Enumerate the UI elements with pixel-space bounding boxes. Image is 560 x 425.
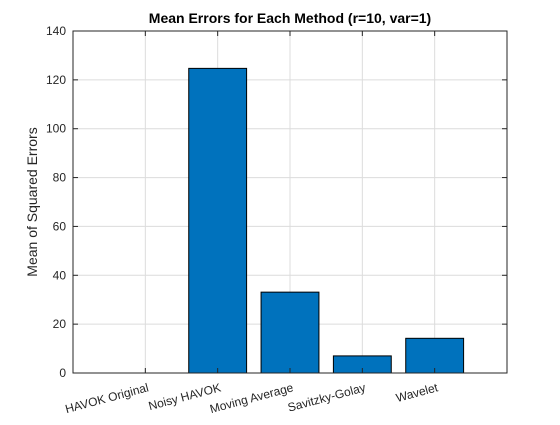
y-tick-label: 80 xyxy=(53,171,67,185)
x-tick-label: Moving Average xyxy=(208,380,295,416)
y-tick-label: 100 xyxy=(46,122,66,136)
x-tick-label: HAVOK Original xyxy=(64,380,151,416)
bar xyxy=(405,337,465,374)
bars xyxy=(188,67,465,374)
bar xyxy=(188,67,248,374)
chart-title: Mean Errors for Each Method (r=10, var=1… xyxy=(149,10,431,26)
y-tick-label: 0 xyxy=(59,366,66,380)
x-tick-label: Savitzky-Golay xyxy=(286,380,367,414)
y-tick-label: 140 xyxy=(46,24,66,38)
y-tick-label: 20 xyxy=(53,317,67,331)
y-axis: 0 20 40 60 80 100 120 140 xyxy=(46,24,507,380)
y-tick-label: 60 xyxy=(53,219,67,233)
x-tick-label: Wavelet xyxy=(394,380,440,405)
bar xyxy=(260,291,320,374)
y-axis-label: Mean of Squared Errors xyxy=(24,127,40,276)
y-tick-label: 120 xyxy=(46,73,66,87)
y-tick-label: 40 xyxy=(53,268,67,282)
